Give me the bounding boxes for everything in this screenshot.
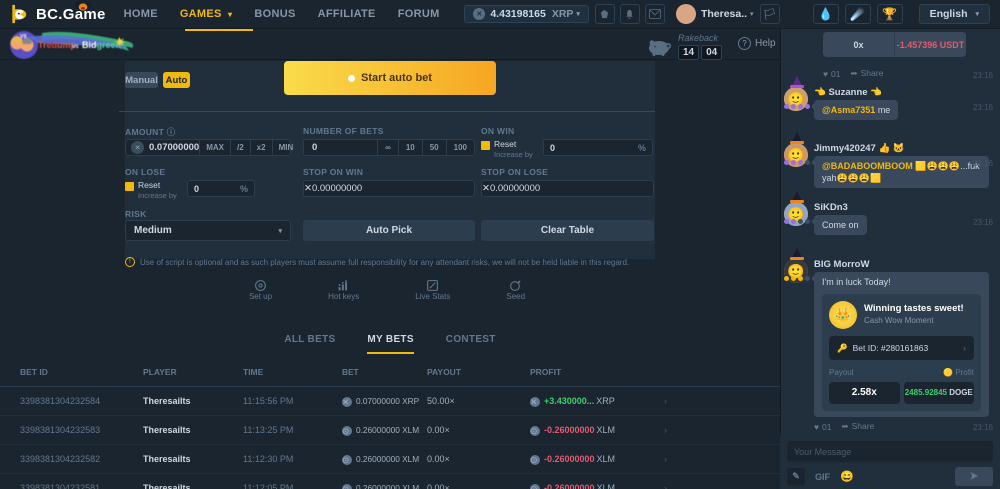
svg-text:VS: VS [20,34,27,40]
svg-text:vs: vs [72,44,79,50]
svg-text:Tredump: Tredump [38,40,77,50]
svg-text:Bidgreen: Bidgreen [82,40,121,50]
